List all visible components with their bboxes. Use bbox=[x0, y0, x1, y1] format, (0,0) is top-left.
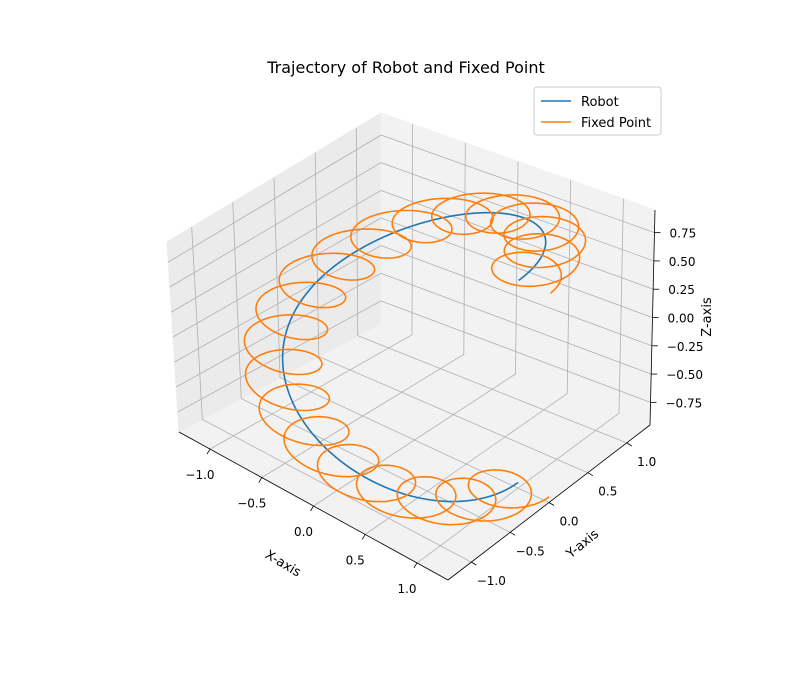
x-tick-label-3: 0.5 bbox=[346, 554, 365, 568]
data-series bbox=[243, 192, 587, 526]
x-gridline-2 bbox=[313, 161, 519, 507]
z-gridline-1 bbox=[176, 272, 652, 388]
legend: Robot Fixed Point bbox=[533, 86, 662, 136]
series-line-fixed-point bbox=[243, 192, 587, 526]
tick-marks bbox=[206, 232, 661, 569]
y-tick-1 bbox=[509, 531, 516, 536]
z-tick-label-1: −0.50 bbox=[666, 368, 703, 382]
y-tick-label-4: 1.0 bbox=[637, 455, 656, 469]
y-tick-label-3: 0.5 bbox=[598, 485, 617, 499]
x-gridline-0 bbox=[209, 124, 414, 450]
y-gridline-2 bbox=[273, 177, 550, 503]
axes-panes bbox=[166, 112, 656, 581]
legend-label-fixed-point: Fixed Point bbox=[581, 116, 651, 131]
y-tick-2 bbox=[548, 502, 555, 506]
z-tick-label-6: 0.75 bbox=[670, 227, 697, 241]
z-tick-label-3: 0.00 bbox=[668, 312, 695, 326]
x-gridline-4 bbox=[416, 198, 624, 564]
y-gridline-0 bbox=[191, 227, 472, 563]
z-gridline-2 bbox=[174, 245, 652, 363]
z-axis-label: Z-axis bbox=[700, 297, 715, 337]
x-gridline-3 bbox=[364, 180, 572, 535]
z-tick-label-2: −0.25 bbox=[667, 340, 704, 354]
y-tick-0 bbox=[471, 561, 477, 566]
legend-label-robot: Robot bbox=[581, 95, 619, 110]
x-tick-label-0: −1.0 bbox=[185, 468, 214, 482]
y-tick-label-0: −1.0 bbox=[477, 574, 506, 588]
x-tick-label-2: 0.0 bbox=[294, 525, 313, 539]
tick-labels: −1.0 −0.5 0.0 0.5 1.0 −1.0 −0.5 0.0 0.5 1.0 −0.75 −… bbox=[185, 227, 703, 596]
z-gridline-3 bbox=[172, 217, 653, 338]
y-tick-label-1: −0.5 bbox=[516, 544, 545, 558]
gridlines bbox=[168, 124, 655, 564]
x-tick-label-4: 1.0 bbox=[397, 582, 416, 596]
x-tick-4 bbox=[413, 562, 418, 569]
x-tick-0 bbox=[206, 448, 211, 455]
x-tick-label-1: −0.5 bbox=[237, 497, 266, 511]
y-gridline-3 bbox=[314, 152, 588, 474]
z-tick-label-4: 0.25 bbox=[668, 283, 695, 297]
y-tick-3 bbox=[587, 472, 594, 477]
y-gridline-1 bbox=[232, 202, 511, 533]
x-tick-3 bbox=[361, 534, 366, 540]
z-gridline-5 bbox=[169, 162, 654, 288]
z-gridline-4 bbox=[171, 189, 654, 313]
y-tick-4 bbox=[626, 442, 632, 447]
legend-frame bbox=[533, 86, 662, 136]
series-line-robot bbox=[281, 211, 547, 503]
z-gridline-6 bbox=[168, 134, 655, 263]
y-tick-label-2: 0.0 bbox=[559, 515, 578, 529]
y-gridline-4 bbox=[355, 127, 627, 444]
x-tick-2 bbox=[310, 505, 314, 512]
chart-title: Trajectory of Robot and Fixed Point bbox=[266, 58, 545, 77]
z-tick-label-5: 0.50 bbox=[669, 255, 696, 269]
z-tick-label-0: −0.75 bbox=[666, 396, 703, 410]
x-tick-1 bbox=[258, 477, 263, 483]
